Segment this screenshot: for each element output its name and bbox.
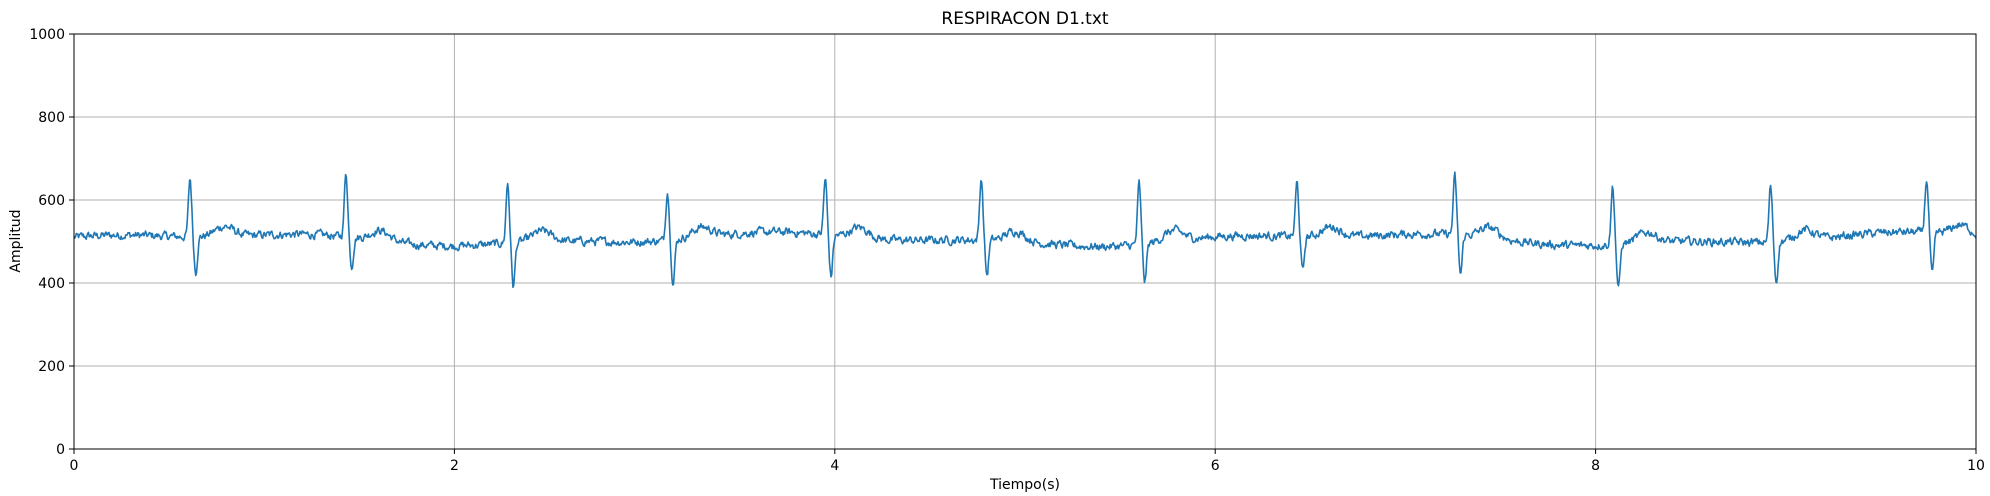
y-tick-label: 200 — [38, 359, 65, 375]
axes: 0 2 4 6 8 10 0 200 400 600 800 1000 — [29, 27, 1985, 474]
x-tick-label: 10 — [1967, 458, 1985, 474]
x-axis-label: Tiempo(s) — [989, 477, 1060, 493]
x-tick-label: 4 — [830, 458, 839, 474]
x-tick-label: 0 — [70, 458, 79, 474]
x-tick-label: 8 — [1591, 458, 1600, 474]
y-tick-label: 400 — [38, 276, 65, 292]
plot-frame — [73, 33, 1977, 450]
y-tick-label: 800 — [38, 110, 65, 126]
y-tick-label: 600 — [38, 193, 65, 209]
y-tick-label: 0 — [56, 442, 65, 458]
y-tick-label: 1000 — [29, 27, 65, 43]
plot-area — [73, 171, 1977, 289]
series-line — [73, 171, 1977, 289]
x-tick-label: 6 — [1211, 458, 1220, 474]
y-axis-label: Amplitud — [8, 209, 24, 272]
x-tick-label: 2 — [450, 458, 459, 474]
chart-title: RESPIRACON D1.txt — [941, 9, 1108, 29]
